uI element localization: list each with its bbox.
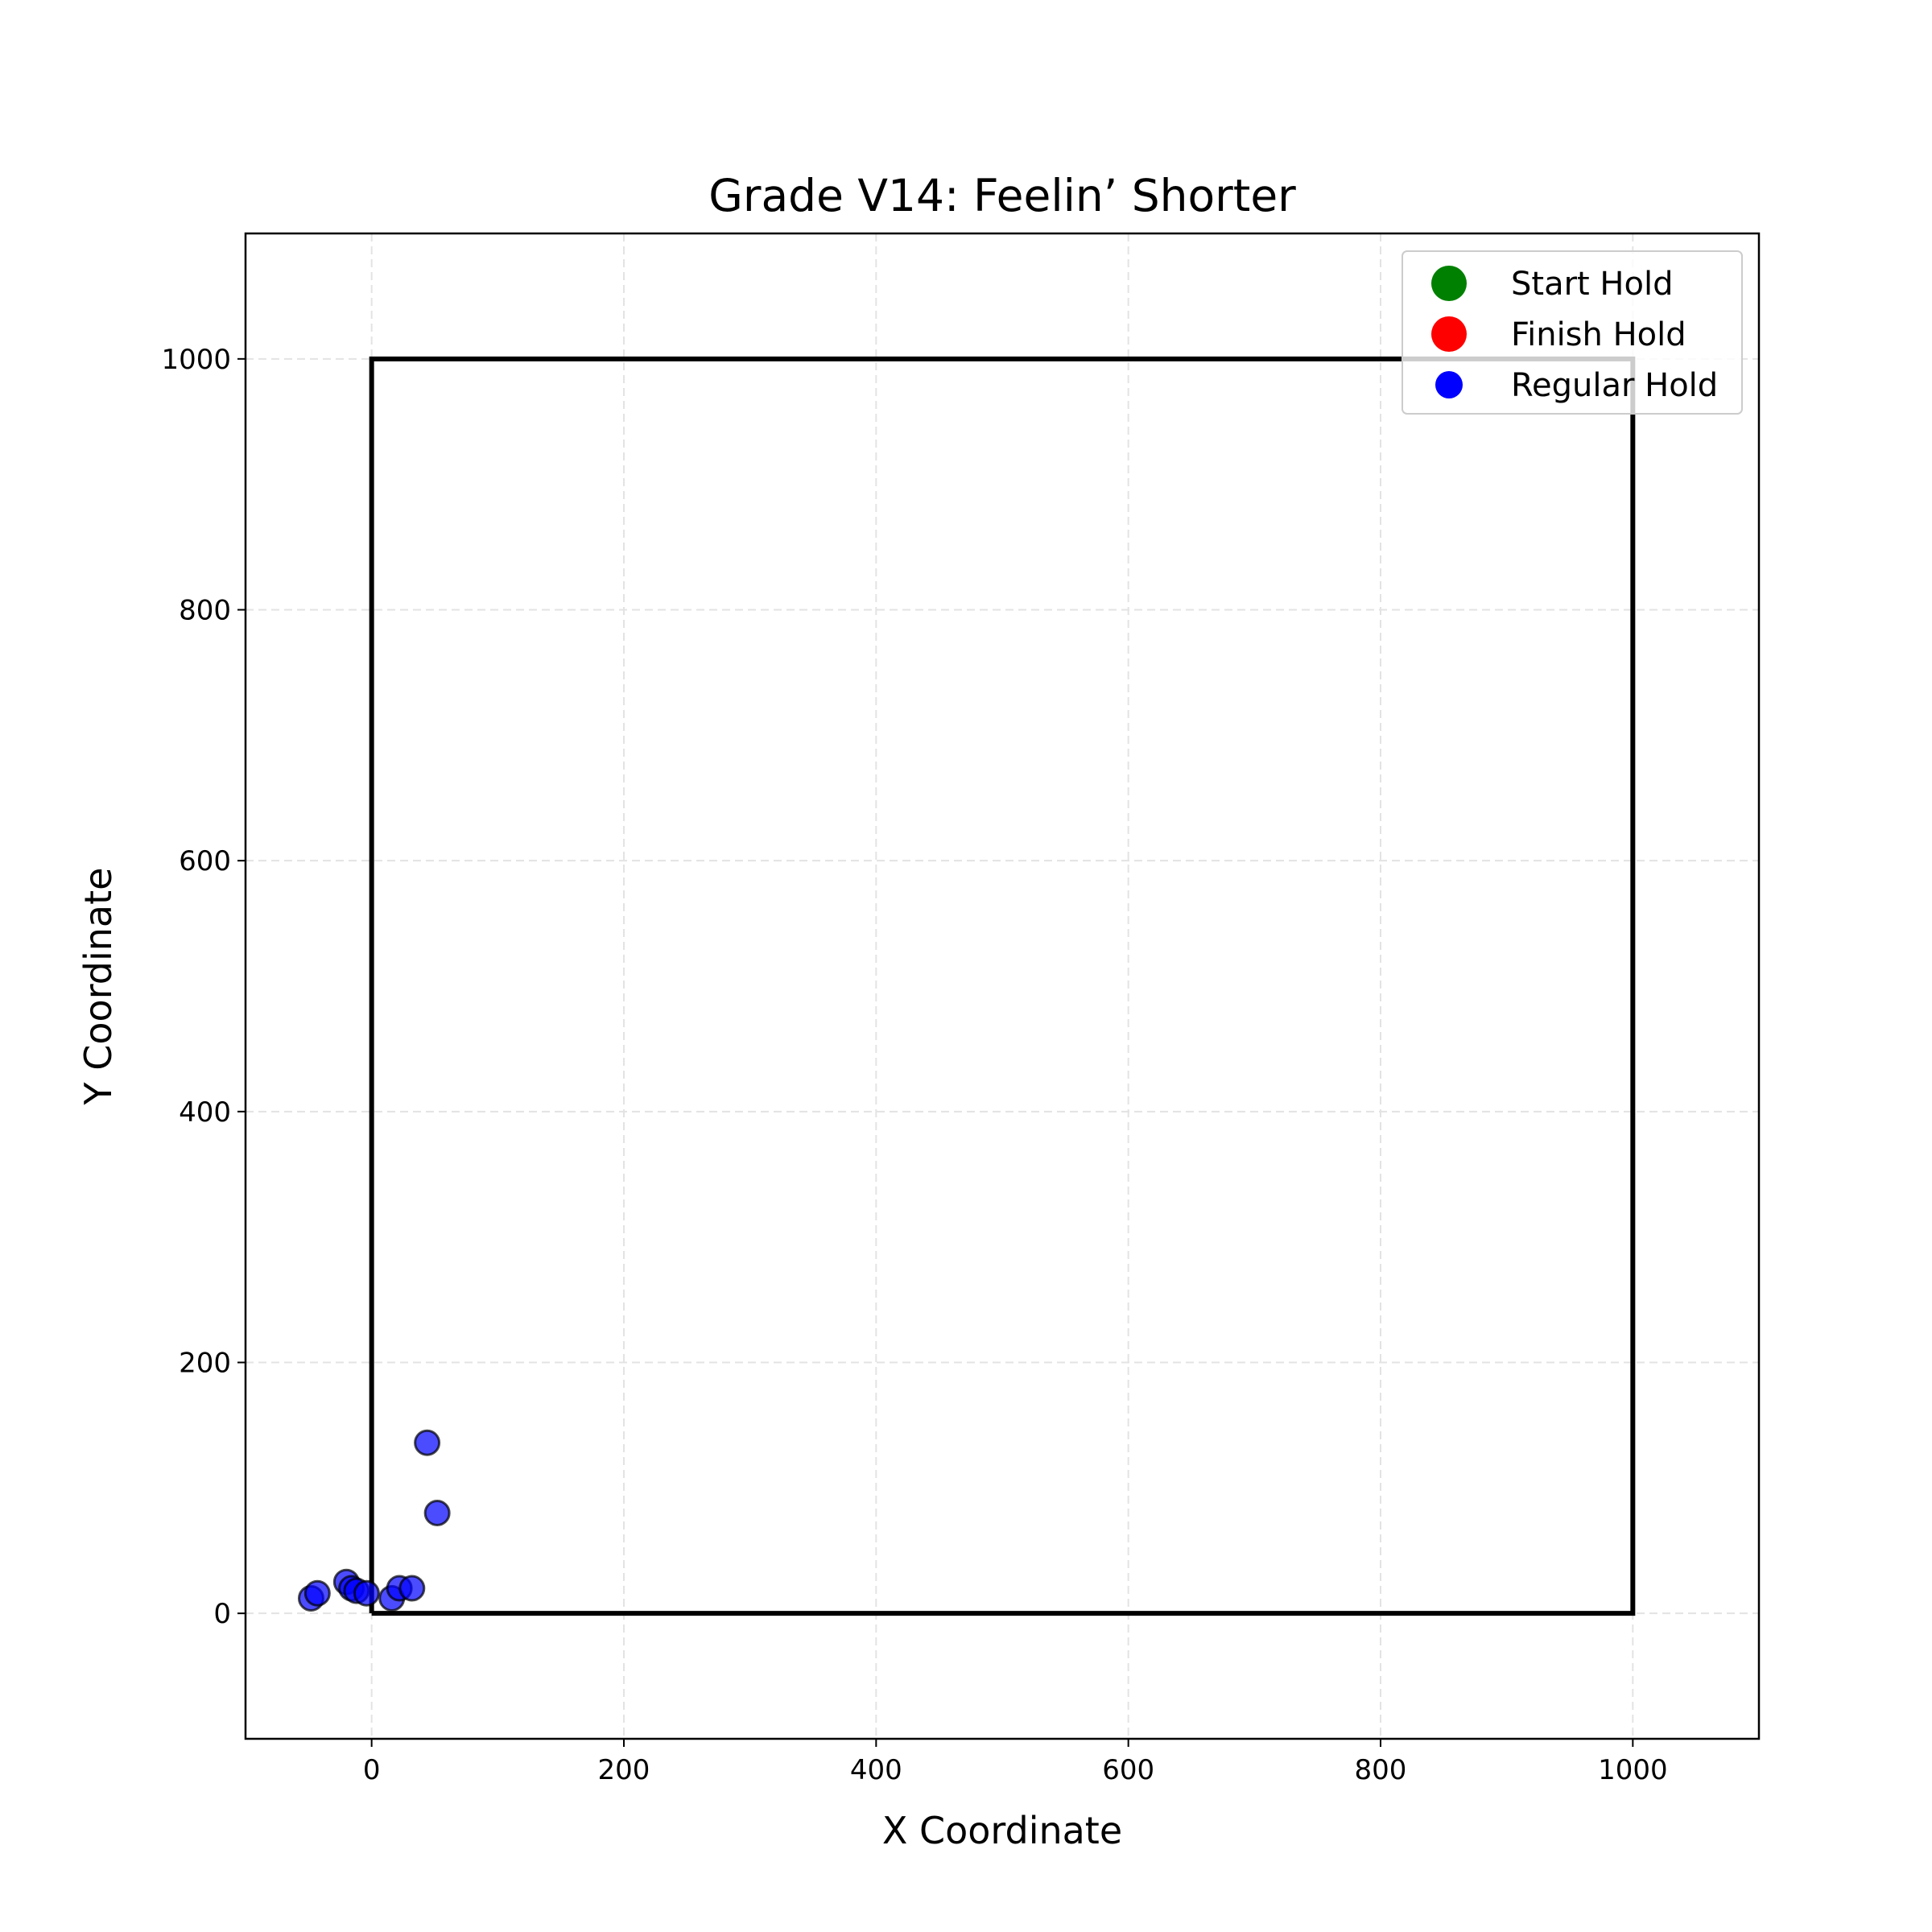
y-tick-label-4: 800 [179, 595, 231, 627]
x-tick-label-2: 400 [850, 1754, 902, 1786]
legend-label-1: Finish Hold [1511, 316, 1686, 353]
hold-point-2-1 [423, 1500, 451, 1526]
legend: Start Hold Finish Hold Regular Hold [1402, 250, 1743, 415]
y-tick-label-0: 0 [213, 1598, 231, 1630]
plot-frame [244, 232, 1761, 1740]
legend-items: Start Hold Finish Hold Regular Hold [1431, 266, 1718, 404]
hold-point-2-5 [353, 1579, 380, 1607]
legend-box [1402, 250, 1743, 415]
hold-point-2-7 [303, 1579, 331, 1607]
x-tick-label-0: 0 [363, 1754, 381, 1786]
y-tick-label-2: 400 [179, 1096, 231, 1129]
x-axis-label: X Coordinate [882, 1809, 1122, 1852]
data-points [297, 1429, 451, 1612]
hold-point-2-0 [414, 1429, 441, 1456]
legend-label-0: Start Hold [1511, 266, 1673, 303]
y-tick-label-1: 200 [179, 1348, 231, 1380]
y-tick-label-5: 1000 [161, 344, 231, 376]
legend-marker-2 [1435, 371, 1463, 398]
legend-label-2: Regular Hold [1511, 367, 1718, 404]
x-tick-label-1: 200 [598, 1754, 650, 1786]
chart-title: Grade V14: Feelin’ Shorter [708, 170, 1296, 221]
x-tick-label-5: 1000 [1598, 1754, 1668, 1786]
legend-marker-1 [1431, 316, 1467, 352]
x-tick-label-4: 800 [1355, 1754, 1407, 1786]
x-axis-ticks: 0 200 400 600 800 1000 [363, 1739, 1668, 1786]
y-axis-ticks: 0 200 400 600 800 1000 [161, 344, 246, 1630]
legend-marker-0 [1431, 266, 1467, 301]
y-axis-label: Y Coordinate [76, 868, 120, 1106]
y-tick-label-3: 600 [179, 845, 231, 877]
hold-point-2-10 [398, 1575, 426, 1602]
x-tick-label-3: 600 [1102, 1754, 1154, 1786]
